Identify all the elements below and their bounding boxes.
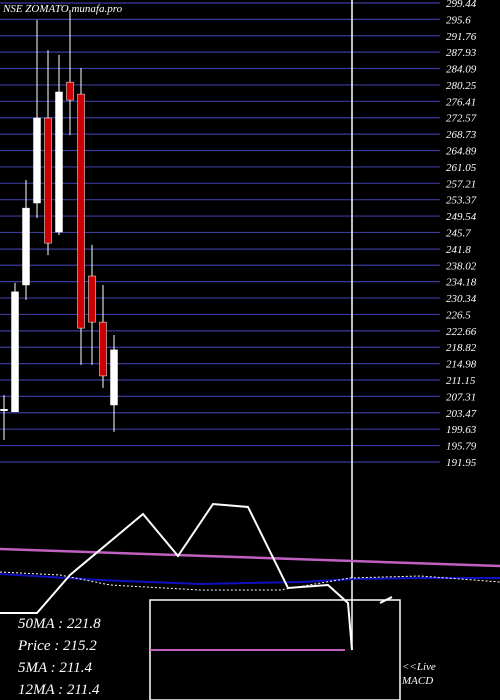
candle-body (0, 408, 8, 411)
candle-body (55, 91, 63, 233)
stat: Price : 215.2 (17, 638, 97, 654)
candle-body (33, 117, 41, 204)
y-tick-label: 264.89 (446, 146, 477, 158)
y-tick-label: 291.76 (446, 31, 477, 43)
ma-line (0, 547, 500, 568)
y-tick-label: 249.54 (446, 211, 477, 223)
y-tick-label: 268.73 (446, 129, 477, 141)
candle-body (110, 349, 118, 406)
candle-body (22, 207, 30, 286)
y-tick-label: 230.34 (446, 293, 477, 305)
candle-body (66, 81, 74, 101)
y-tick-label: 295.6 (446, 14, 471, 26)
candle-body (88, 275, 96, 323)
annotation: MACD (401, 675, 433, 687)
stat: 50MA : 221.8 (18, 616, 101, 632)
y-tick-label: 211.15 (446, 375, 476, 387)
candle-body (11, 291, 19, 413)
y-tick-label: 218.82 (446, 342, 477, 354)
signal-line (0, 573, 500, 586)
y-tick-label: 199.63 (446, 424, 477, 436)
y-tick-label: 257.21 (446, 178, 476, 190)
y-tick-label: 280.25 (446, 80, 477, 92)
y-tick-label: 261.05 (446, 162, 477, 174)
stat: 5MA : 211.4 (18, 660, 93, 676)
candles (0, 9, 118, 440)
annotation: <<Live (402, 661, 436, 673)
chart-title: NSE ZOMATO munafa.pro (2, 3, 123, 15)
y-tick-label: 284.09 (446, 64, 477, 76)
y-tick-label: 299.44 (446, 0, 477, 10)
y-tick-label: 245.7 (446, 227, 471, 239)
y-tick-label: 207.31 (446, 391, 476, 403)
y-tick-label: 195.79 (446, 441, 477, 453)
y-tick-label: 276.41 (446, 96, 476, 108)
grid: 299.44 295.6 291.76 287.93 284.09 280.25 276.4… (0, 0, 477, 469)
candle-body (44, 117, 52, 244)
y-tick-label: 241.8 (446, 244, 471, 256)
y-tick-label: 203.47 (446, 408, 477, 420)
y-tick-label: 287.93 (446, 47, 477, 59)
y-tick-label: 226.5 (446, 309, 471, 321)
candle-body (99, 321, 107, 377)
y-tick-label: 238.02 (446, 260, 477, 272)
y-tick-label: 222.66 (446, 326, 477, 338)
macd-line (0, 502, 353, 651)
y-tick-label: 191.95 (446, 457, 477, 469)
y-tick-label: 272.57 (446, 113, 477, 125)
candle-body (77, 93, 85, 329)
stat: 12MA : 211.4 (18, 682, 100, 698)
y-tick-label: 234.18 (446, 277, 477, 289)
y-tick-label: 214.98 (446, 359, 477, 371)
y-tick-label: 253.37 (446, 195, 477, 207)
